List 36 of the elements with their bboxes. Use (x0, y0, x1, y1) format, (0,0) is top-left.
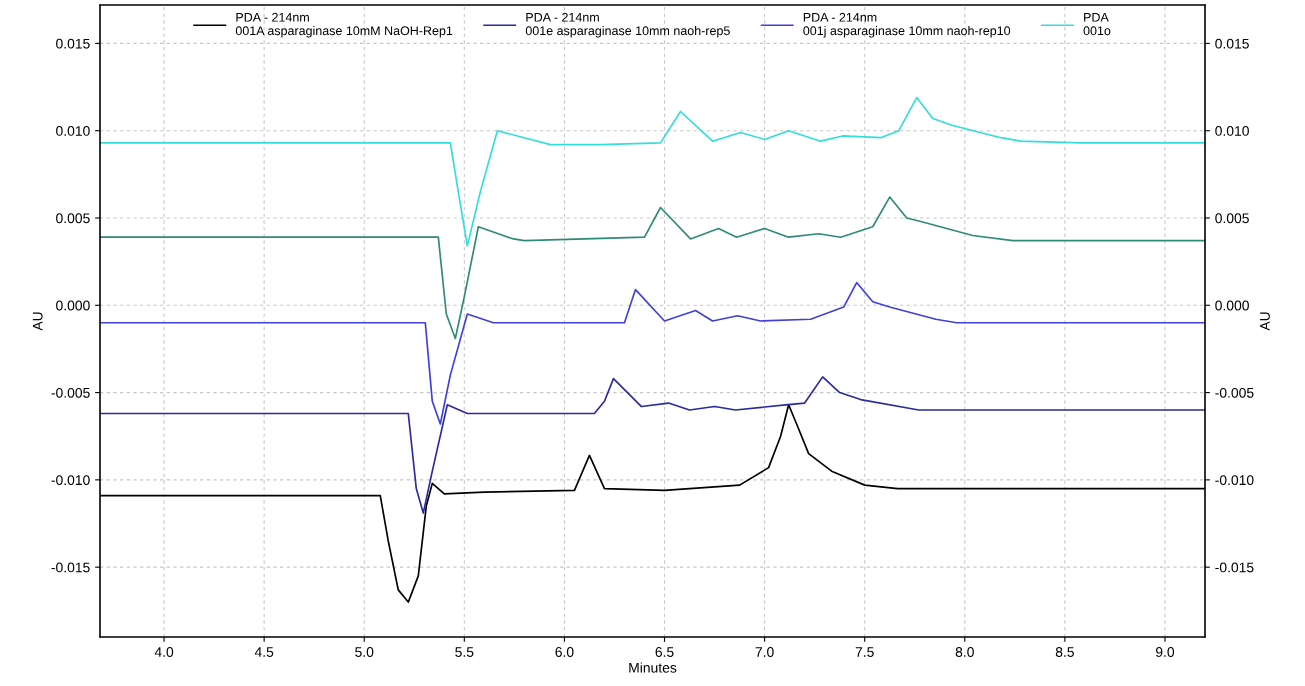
y-tick-label: 0.010 (56, 126, 90, 136)
y2-axis-title: AU (1260, 312, 1270, 331)
y-axis-title: AU (32, 312, 43, 331)
y2-tick-label: 0.005 (1215, 213, 1249, 224)
x-tick-label: 8.0 (955, 647, 974, 657)
x-tick-label: 5.0 (355, 647, 374, 657)
x-tick-label: 4.5 (254, 647, 274, 657)
y2-tick-label: -0.010 (1215, 475, 1254, 486)
y-tick-label: 0.015 (56, 38, 90, 49)
y-tick-label: 0.000 (56, 300, 90, 311)
y2-tick-label: -0.005 (1215, 387, 1254, 398)
y-tick-label: -0.010 (51, 475, 90, 486)
x-tick-label: 4.0 (154, 647, 174, 657)
legend-label: PDA - 214nm 001e asparaginase 10mm naoh-rep5 (525, 12, 730, 38)
y-tick-label: -0.015 (51, 562, 90, 573)
legend-label: PDA 001o (1083, 12, 1111, 36)
y2-tick-label: -0.015 (1215, 562, 1254, 573)
line-series (100, 376, 1205, 514)
x-tick-label: 5.5 (455, 647, 474, 657)
x-tick-label: 7.0 (755, 647, 774, 657)
y2-tick-label: 0.010 (1215, 126, 1249, 136)
line-series (100, 281, 1205, 425)
x-tick-label: 6.0 (555, 647, 574, 657)
line-series (100, 96, 1205, 247)
x-tick-label: 7.5 (855, 647, 874, 657)
legend-label: PDA - 214nm 001j asparaginase 10mm naoh-rep10 (803, 12, 1011, 38)
legend-label: PDA - 214nm 001A asparaginase 10mM NaOH-Rep1 (235, 12, 453, 38)
y2-tick-label: 0.000 (1215, 300, 1249, 311)
y2-tick-label: 0.015 (1215, 38, 1249, 49)
line-series (100, 196, 1205, 340)
y-tick-label: 0.005 (56, 213, 90, 224)
x-tick-label: 6.5 (655, 647, 674, 657)
y-tick-label: -0.005 (51, 387, 90, 398)
x-tick-label: 9.0 (1155, 647, 1175, 657)
x-axis-title: Minutes (629, 662, 677, 673)
x-tick-label: 8.5 (1055, 647, 1074, 657)
